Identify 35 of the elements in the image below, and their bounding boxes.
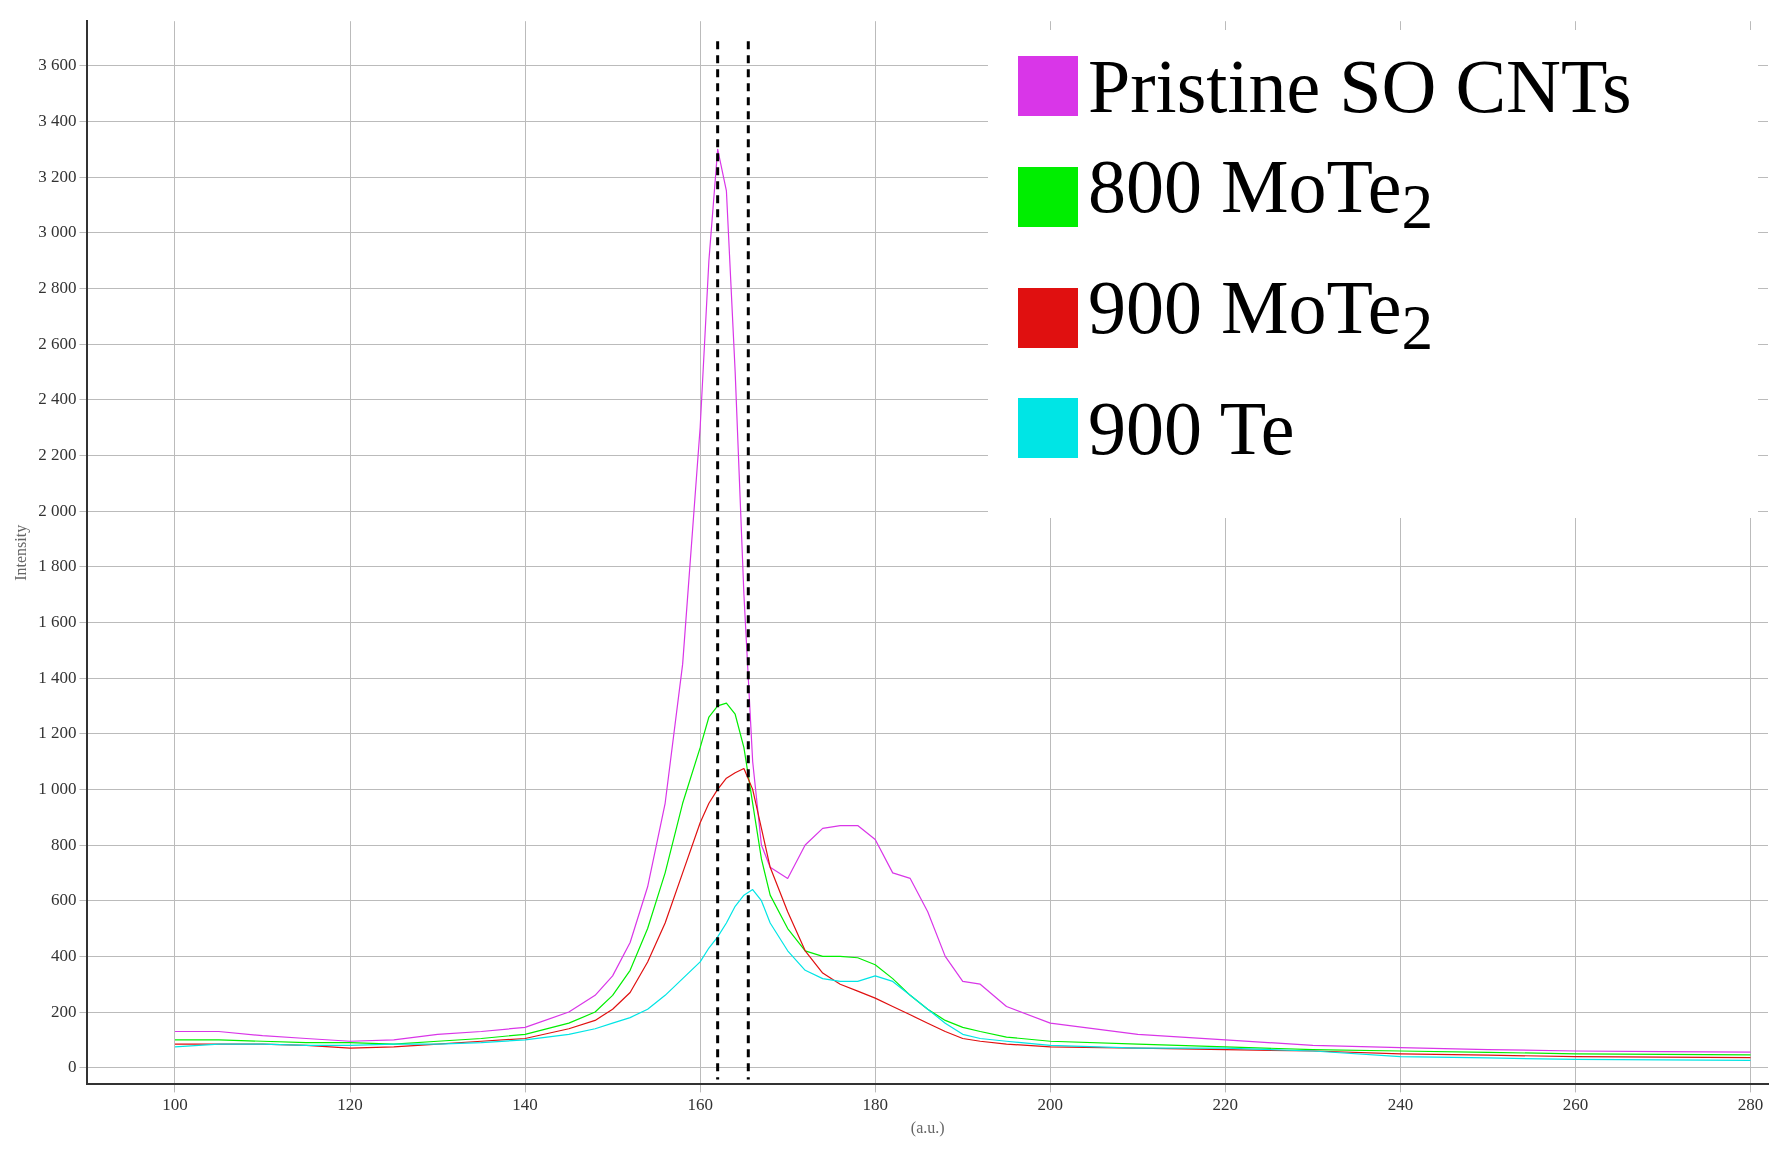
y-tick-label: 3 000 [38, 222, 77, 242]
y-tick-label: 200 [50, 1001, 77, 1021]
x-tick-label: 260 [1562, 1095, 1589, 1115]
y-tick-label: 600 [50, 890, 77, 910]
legend-label: 900 MoTe$_{2}$ [1088, 264, 1434, 366]
x-tick-label: 200 [1037, 1095, 1064, 1115]
x-tick-label: 240 [1387, 1095, 1414, 1115]
legend-label: Pristine SO CNTs [1088, 43, 1632, 130]
legend-label: 800 MoTe$_{2}$ [1088, 143, 1434, 245]
y-tick-label: 800 [50, 834, 77, 854]
x-tick-label: 140 [512, 1095, 538, 1115]
y-tick-label: 1 800 [38, 556, 77, 576]
legend-label: 900 Te [1088, 385, 1295, 473]
y-tick-label: 2 600 [38, 333, 77, 353]
x-tick-label: 280 [1737, 1095, 1764, 1115]
y-tick-label: 1 000 [38, 778, 77, 798]
x-tick-label: 100 [162, 1095, 188, 1115]
y-tick-label: 1 200 [38, 723, 77, 743]
x-tick-label: 220 [1212, 1095, 1239, 1115]
x-axis-title: (a.u.) [910, 1118, 945, 1137]
x-tick-label: 120 [337, 1095, 363, 1115]
y-tick-label: 1 600 [38, 611, 77, 631]
y-tick-label: 2 000 [38, 500, 77, 520]
y-tick-label: 2 200 [38, 444, 77, 464]
y-tick-label: 1 400 [38, 667, 77, 687]
x-tick-label: 160 [687, 1095, 713, 1115]
y-axis-title: Intensity [11, 524, 30, 581]
y-tick-label: 400 [50, 945, 77, 965]
y-tick-label: 3 400 [38, 110, 77, 130]
y-tick-label: 3 600 [38, 55, 77, 75]
x-tick-label: 180 [862, 1095, 888, 1115]
y-tick-label: 2 800 [38, 277, 77, 297]
y-tick-label: 2 400 [38, 389, 77, 409]
y-tick-label: 3 200 [38, 166, 77, 186]
y-tick-label: 0 [67, 1057, 77, 1077]
